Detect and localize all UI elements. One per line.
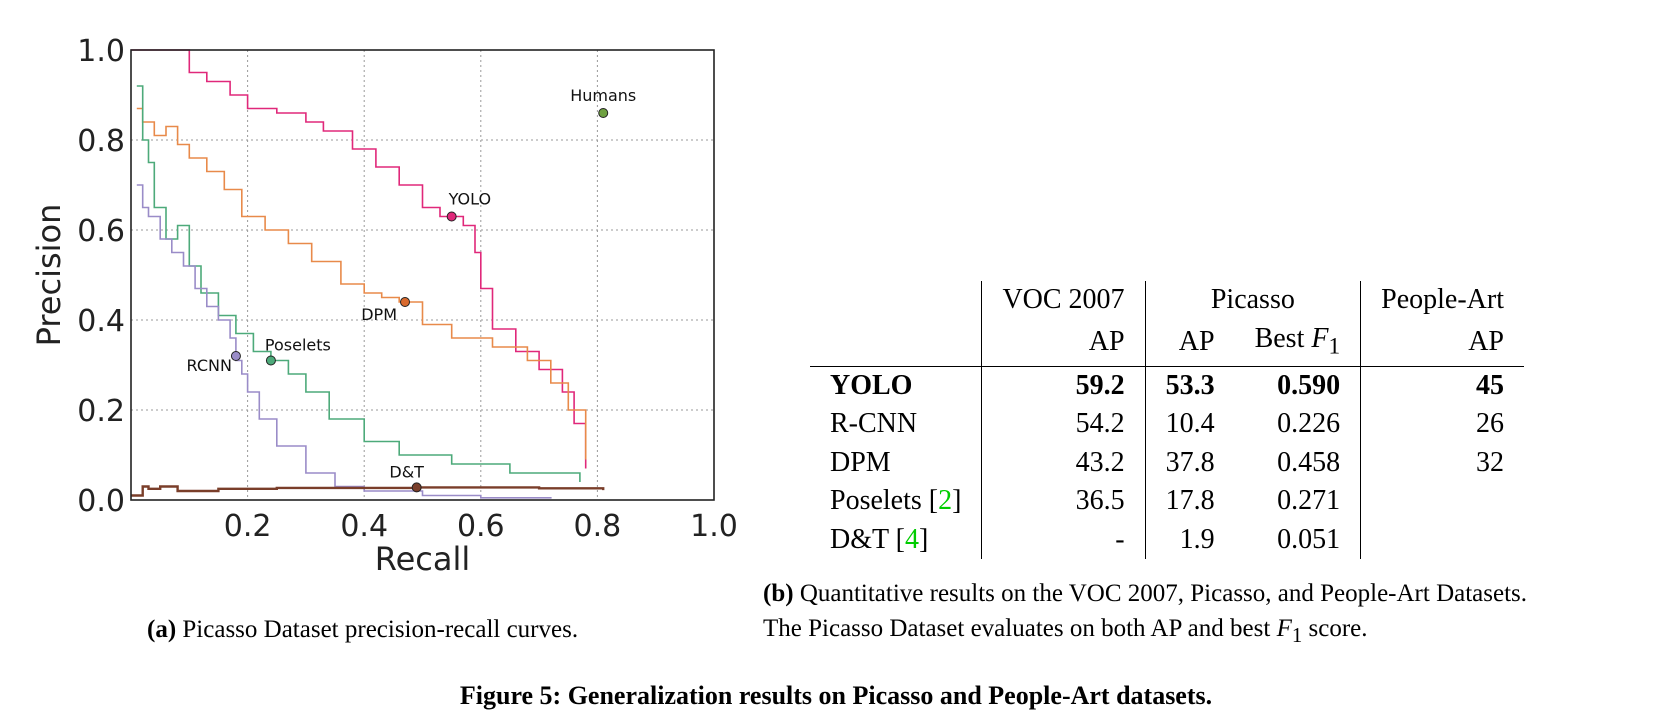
row-method: YOLO bbox=[810, 366, 983, 406]
annotation-point bbox=[400, 297, 411, 307]
y-tick-label: 0.0 bbox=[77, 484, 125, 519]
row-picasso-f1: 0.271 bbox=[1234, 482, 1362, 521]
header-voc-ap: AP bbox=[981, 319, 1146, 367]
row-picasso-f1: 0.051 bbox=[1234, 520, 1362, 560]
y-tick-label: 0.8 bbox=[77, 124, 125, 159]
table-header-row-2: AP AP Best F1 AP bbox=[810, 319, 1524, 367]
row-people-art-ap: 26 bbox=[1475, 408, 1504, 440]
annotation-point bbox=[446, 211, 457, 222]
table-row: D&T [4] - 1.9 0.051 bbox=[810, 520, 1524, 560]
row-people-art-ap: 45 bbox=[1475, 369, 1504, 401]
annotation-label: RCNN bbox=[187, 356, 232, 375]
caption-b-tag: (b) bbox=[763, 580, 794, 607]
row-people-art-ap bbox=[1361, 521, 1524, 560]
row-voc-ap: 43.2 bbox=[981, 443, 1146, 483]
table-header-row-1: VOC 2007 Picasso People-Art bbox=[810, 281, 1524, 320]
x-tick-label: 0.2 bbox=[224, 509, 272, 544]
header-picasso-ap: AP bbox=[1145, 319, 1235, 367]
row-picasso-ap: 10.4 bbox=[1165, 408, 1215, 440]
y-tick-label: 0.4 bbox=[77, 304, 125, 339]
annotation-point bbox=[230, 351, 241, 361]
series-line-yolo bbox=[131, 49, 587, 469]
header-people-art-ap: AP bbox=[1360, 319, 1524, 367]
table-row: Poselets [2] 36.5 17.8 0.271 bbox=[810, 482, 1524, 521]
header-picasso-f1: Best F1 bbox=[1234, 319, 1362, 367]
header-voc: VOC 2007 bbox=[981, 281, 1146, 320]
annotation-label: DPM bbox=[361, 305, 397, 324]
caption-b: (b) Quantitative results on the VOC 2007… bbox=[763, 580, 1528, 647]
chart-series bbox=[131, 49, 605, 499]
plot-frame bbox=[130, 49, 715, 501]
header-people-art: People-Art bbox=[1381, 284, 1504, 315]
x-axis-label: Recall bbox=[375, 540, 470, 578]
row-method: Poselets [2] bbox=[810, 482, 983, 521]
row-picasso-f1: 0.458 bbox=[1234, 443, 1362, 483]
annotation-point bbox=[598, 108, 609, 118]
row-picasso-f1: 0.226 bbox=[1234, 405, 1362, 444]
annotation-point bbox=[411, 482, 422, 493]
row-picasso-ap: 37.8 bbox=[1165, 446, 1215, 478]
citation-link[interactable]: 4 bbox=[904, 523, 919, 555]
row-method: R-CNN bbox=[810, 405, 983, 444]
chart-ticks: 0.2 0.4 0.6 0.8 1.0 0.0 0.2 0.4 0.6 0.8 1.0 bbox=[77, 34, 738, 544]
annotation-point bbox=[265, 355, 276, 366]
table-body: YOLO 59.2 53.3 0.590 45 R-CNN 54.2 10.4 0.226 26 D… bbox=[810, 366, 1524, 560]
pr-curve-chart: 0.2 0.4 0.6 0.8 1.0 0.0 0.2 0.4 0.6 0.8 1.0 Humans… bbox=[30, 34, 738, 578]
chart-annotations: Humans YOLO DPM Poselets RCNN D&T bbox=[187, 86, 636, 493]
header-picasso: Picasso bbox=[1145, 281, 1362, 320]
series-line-dt bbox=[131, 485, 605, 497]
citation-link[interactable]: 2 bbox=[938, 485, 953, 517]
row-picasso-ap: 53.3 bbox=[1165, 369, 1215, 401]
series-line-rcnn bbox=[136, 184, 552, 499]
x-tick-label: 0.8 bbox=[574, 509, 622, 544]
y-axis-label: Precision bbox=[30, 204, 68, 347]
x-tick-label: 1.0 bbox=[690, 509, 738, 544]
row-voc-ap: - bbox=[981, 520, 1146, 560]
table-row: R-CNN 54.2 10.4 0.226 26 bbox=[810, 405, 1524, 444]
row-method: D&T [4] bbox=[810, 520, 983, 560]
row-voc-ap: 36.5 bbox=[981, 482, 1146, 521]
row-voc-ap: 54.2 bbox=[981, 405, 1146, 444]
annotation-label: YOLO bbox=[448, 190, 491, 209]
x-tick-label: 0.4 bbox=[340, 509, 388, 544]
annotation-label: Humans bbox=[570, 86, 636, 105]
series-line-dpm bbox=[136, 107, 587, 460]
y-tick-label: 0.6 bbox=[77, 214, 125, 249]
row-method: DPM bbox=[810, 443, 983, 483]
row-picasso-f1: 0.590 bbox=[1234, 366, 1362, 406]
y-tick-label: 0.2 bbox=[77, 394, 125, 429]
caption-a-tag: (a) bbox=[147, 616, 177, 643]
annotation-label: D&T bbox=[389, 462, 424, 481]
table-row: DPM 43.2 37.8 0.458 32 bbox=[810, 443, 1524, 483]
x-tick-label: 0.6 bbox=[457, 509, 505, 544]
row-picasso-ap: 1.9 bbox=[1179, 523, 1215, 555]
row-people-art-ap bbox=[1361, 482, 1524, 521]
row-voc-ap: 59.2 bbox=[981, 366, 1146, 406]
results-table: VOC 2007 Picasso People-Art AP AP Best F… bbox=[810, 281, 1524, 560]
annotation-label: Poselets bbox=[265, 336, 331, 355]
row-people-art-ap: 32 bbox=[1475, 446, 1504, 478]
table-row: YOLO 59.2 53.3 0.590 45 bbox=[810, 366, 1524, 406]
caption-a: (a) Picasso Dataset precision-recall cur… bbox=[147, 612, 578, 647]
figure-caption: Figure 5: Generalization results on Pica… bbox=[459, 681, 1213, 710]
caption-a-text: Picasso Dataset precision-recall curves. bbox=[176, 616, 579, 643]
row-picasso-ap: 17.8 bbox=[1165, 485, 1215, 517]
chart-grid bbox=[131, 50, 714, 500]
y-tick-label: 1.0 bbox=[77, 34, 125, 69]
series-line-poselets bbox=[136, 85, 581, 482]
